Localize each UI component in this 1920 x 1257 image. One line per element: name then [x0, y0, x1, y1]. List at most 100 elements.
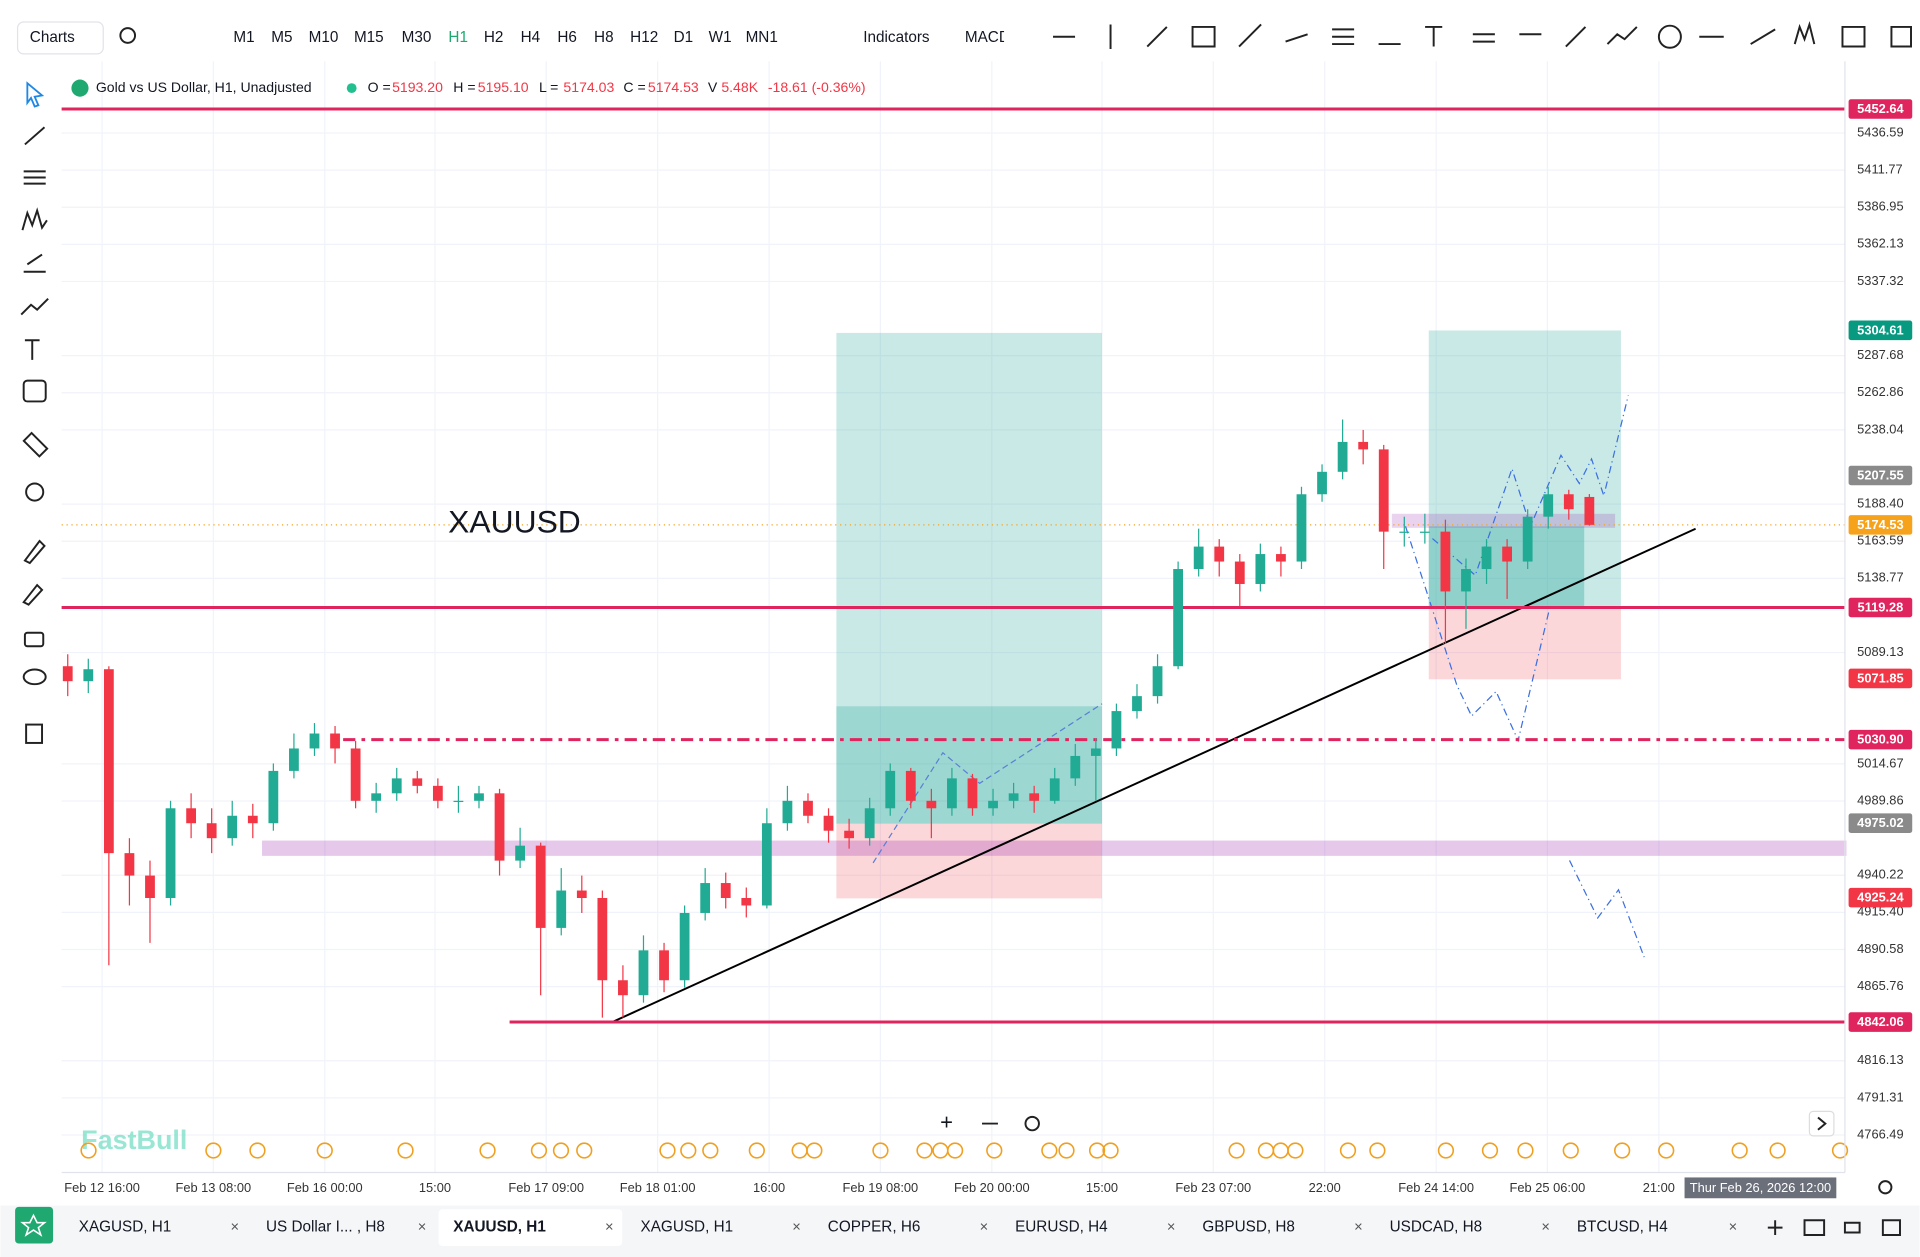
- timeframe-button[interactable]: M10: [309, 29, 339, 46]
- zoom-in[interactable]: +: [940, 1109, 953, 1134]
- target-zone: [836, 332, 1102, 707]
- text-tool[interactable]: [24, 339, 40, 360]
- timeframe-button[interactable]: H2: [484, 29, 504, 46]
- search-icon[interactable]: [119, 27, 137, 44]
- y-tick-label: 4989.86: [1857, 792, 1903, 807]
- price-badge-label: 5304.61: [1857, 322, 1903, 337]
- candle-body: [1070, 755, 1081, 779]
- candle-body: [515, 845, 526, 861]
- timeframe-button[interactable]: M15: [354, 29, 384, 46]
- fib-tool[interactable]: [23, 170, 46, 185]
- candle-body: [720, 883, 731, 898]
- candle-body: [1522, 516, 1533, 562]
- timeframe-button[interactable]: MN1: [746, 29, 778, 46]
- price-badge: [1848, 597, 1913, 618]
- scroll-right[interactable]: [1808, 1110, 1835, 1137]
- visibility-tool[interactable]: [22, 668, 47, 686]
- settings-icon[interactable]: [1878, 1180, 1893, 1195]
- x-tick-label: Feb 23 07:00: [1175, 1180, 1251, 1195]
- x-tick-label: Feb 25 06:00: [1510, 1180, 1586, 1195]
- symbol-icon: [71, 79, 89, 97]
- forecast-tool[interactable]: [20, 297, 49, 316]
- y-tick-label: 4890.58: [1857, 941, 1903, 956]
- price-badge: [1848, 99, 1913, 119]
- cursor-tool[interactable]: [26, 81, 45, 108]
- timeframe-button[interactable]: D1: [674, 29, 694, 46]
- x-tick-label: Feb 17 09:00: [508, 1180, 584, 1195]
- timeframe-button[interactable]: H8: [594, 29, 614, 46]
- status-dot: [346, 83, 357, 94]
- favorites-button[interactable]: [15, 1206, 54, 1244]
- timeframe-button[interactable]: H12: [630, 29, 658, 46]
- candle-body: [679, 912, 690, 981]
- legend-o-label: O =: [368, 79, 391, 95]
- x-tick-label: Feb 20 00:00: [954, 1180, 1030, 1195]
- timeframe-button[interactable]: H1: [448, 29, 468, 46]
- y-tick-label: 5188.40: [1857, 496, 1903, 511]
- candle-body: [576, 890, 587, 898]
- watermark: FastBull: [81, 1125, 187, 1155]
- tab-close[interactable]: ×: [1354, 1220, 1363, 1236]
- candle-body: [556, 890, 567, 928]
- y-tick-label: 5089.13: [1857, 644, 1903, 659]
- candle-body: [1461, 569, 1471, 592]
- timeframe-button[interactable]: M30: [402, 29, 432, 46]
- emoji-tool[interactable]: [22, 379, 47, 403]
- tab-label[interactable]: COPPER, H6: [828, 1219, 921, 1236]
- timeframe-button[interactable]: M5: [271, 29, 292, 46]
- delete-tool[interactable]: [25, 723, 44, 744]
- magnet-tool[interactable]: [23, 539, 46, 565]
- tab-label[interactable]: USDCAD, H8: [1390, 1219, 1483, 1236]
- price-badge: [1848, 729, 1913, 750]
- candle-body: [1502, 546, 1513, 562]
- tab-label[interactable]: XAGUSD, H1: [641, 1219, 734, 1236]
- tab-close[interactable]: ×: [1541, 1220, 1550, 1236]
- timeframe-button[interactable]: W1: [709, 29, 732, 46]
- brush-lock-tool[interactable]: [22, 583, 44, 606]
- pattern-tool[interactable]: [21, 207, 48, 231]
- candle-body: [186, 808, 197, 824]
- price-badge-label: 4975.02: [1857, 815, 1903, 830]
- timeframe-button[interactable]: H4: [521, 29, 541, 46]
- reset[interactable]: [1024, 1115, 1040, 1132]
- line-tool[interactable]: [24, 126, 46, 146]
- tab-label[interactable]: US Dollar I... , H8: [266, 1219, 385, 1236]
- timeframe-button[interactable]: M1: [233, 29, 254, 46]
- tab-label[interactable]: EURUSD, H4: [1015, 1219, 1108, 1236]
- indicators-button[interactable]: Indicators: [863, 29, 930, 46]
- candle-body: [782, 800, 793, 824]
- tab-close[interactable]: ×: [1167, 1220, 1176, 1236]
- ruler-tool[interactable]: [22, 431, 49, 458]
- timeframe-button[interactable]: H6: [557, 29, 577, 46]
- indicator-tab[interactable]: MACD: [965, 29, 1010, 46]
- projection-tool[interactable]: [23, 253, 46, 273]
- resistance-zone: [1391, 513, 1616, 528]
- tab-close[interactable]: ×: [1729, 1220, 1738, 1236]
- candle-body: [1029, 793, 1040, 801]
- candle-body: [659, 950, 669, 981]
- y-tick-label: 5362.13: [1857, 236, 1903, 251]
- candle-body: [864, 808, 875, 839]
- tab-label[interactable]: BTCUSD, H4: [1577, 1219, 1668, 1236]
- x-tick-label: Feb 12 16:00: [64, 1180, 140, 1195]
- candle-body: [247, 815, 258, 824]
- zoom-tool[interactable]: [25, 482, 45, 502]
- tab-close[interactable]: ×: [792, 1220, 801, 1236]
- price-badge: [1848, 320, 1913, 341]
- tab-label[interactable]: XAUUSD, H1: [453, 1219, 546, 1236]
- charts-button[interactable]: [16, 21, 104, 55]
- candle-body: [371, 793, 382, 801]
- candle-body: [145, 875, 155, 898]
- candle-body: [1111, 711, 1122, 749]
- tab-label[interactable]: XAGUSD, H1: [79, 1219, 172, 1236]
- y-tick-label: 5238.04: [1857, 421, 1903, 436]
- tab-close[interactable]: ×: [980, 1220, 989, 1236]
- tab-label[interactable]: GBPUSD, H8: [1202, 1219, 1295, 1236]
- candle-body: [268, 770, 279, 824]
- stop-zone: [836, 823, 1102, 899]
- tab-close[interactable]: ×: [605, 1220, 614, 1236]
- tab-close[interactable]: ×: [418, 1220, 427, 1236]
- tab-close[interactable]: ×: [231, 1220, 240, 1236]
- lock-tool[interactable]: [23, 631, 45, 648]
